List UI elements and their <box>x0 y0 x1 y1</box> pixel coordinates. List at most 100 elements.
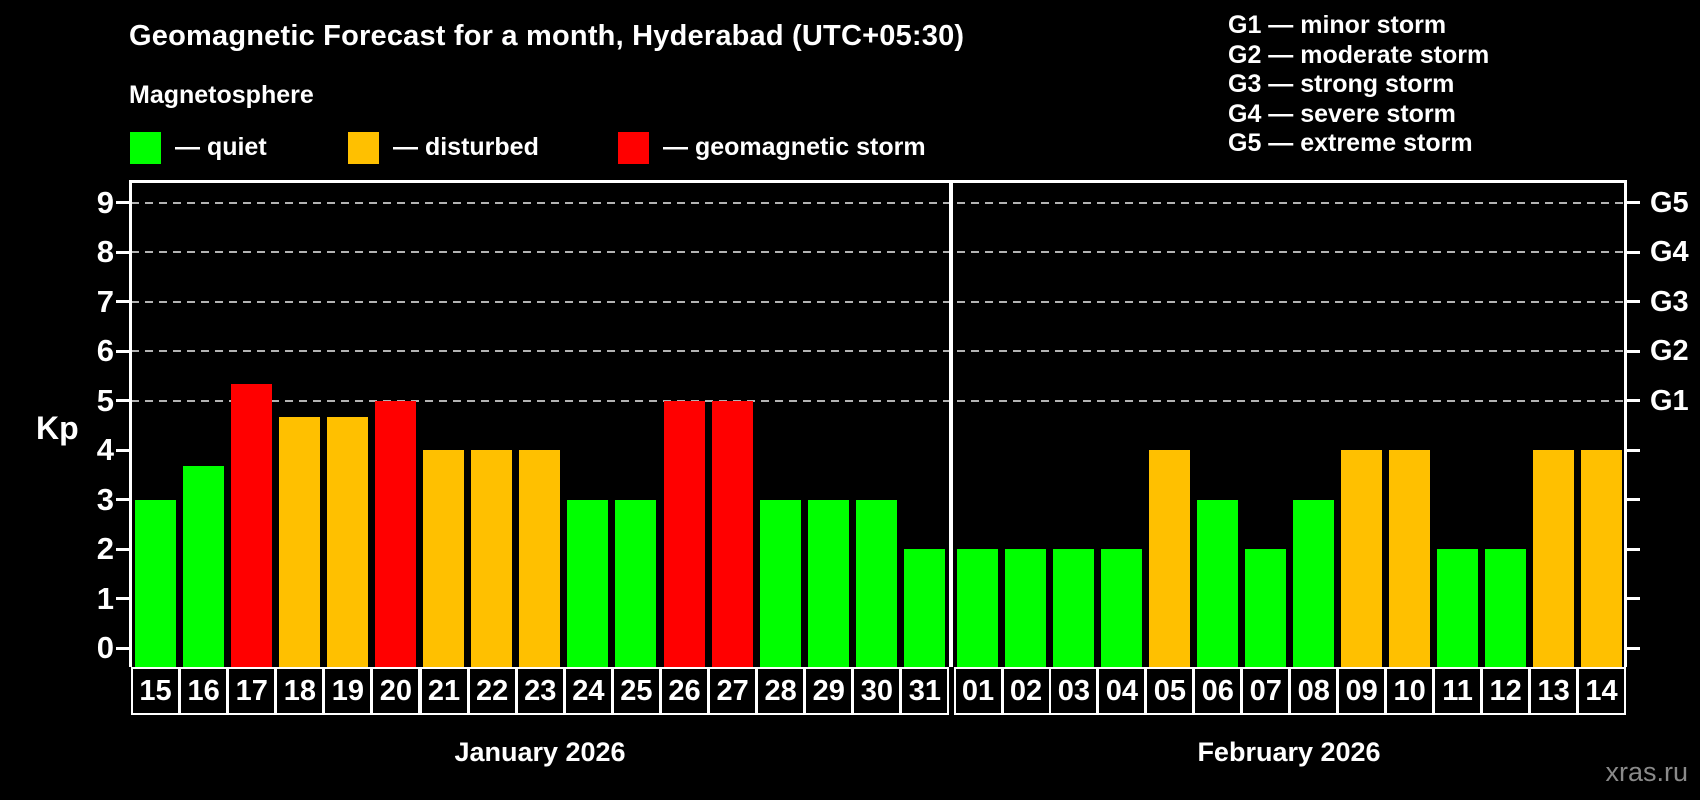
y-tick-left <box>116 448 130 452</box>
y-tick-right <box>1626 201 1640 204</box>
day-label-box: 28 <box>756 667 806 715</box>
day-label-box: 01 <box>953 667 1003 715</box>
day-label-box: 20 <box>371 667 421 715</box>
y-axis-title: Kp <box>36 410 79 446</box>
y-tick-label: 3 <box>96 481 114 517</box>
month-divider <box>949 180 953 667</box>
day-label-box: 08 <box>1289 667 1339 715</box>
kp-bar-january-30 <box>855 499 897 667</box>
gridline-kp7 <box>131 300 1625 303</box>
day-label-box: 22 <box>467 667 517 715</box>
kp-bar-january-21 <box>423 450 465 667</box>
plot-frame-top <box>129 180 1627 183</box>
kp-bar-january-20 <box>374 400 416 667</box>
kp-bar-february-09 <box>1340 450 1382 667</box>
kp-bar-january-27 <box>711 400 753 667</box>
kp-bar-february-02 <box>1005 549 1046 667</box>
y-tick-left <box>116 349 130 353</box>
y-axis-line-left <box>129 180 132 667</box>
day-label-box: 06 <box>1193 667 1243 715</box>
legend-item-quiet: — quiet <box>130 131 267 164</box>
storm-scale-line: G3 — strong storm <box>1228 70 1455 99</box>
kp-bar-january-29 <box>807 499 849 667</box>
kp-bar-february-07 <box>1244 549 1286 667</box>
kp-bar-february-13 <box>1532 450 1574 667</box>
g-scale-tick-label: G1 <box>1650 384 1689 417</box>
gridline-kp8 <box>131 251 1625 253</box>
kp-bar-january-31 <box>903 549 945 667</box>
y-tick-left <box>116 250 130 254</box>
storm-scale-line: G5 — extreme storm <box>1228 129 1473 158</box>
kp-bar-january-23 <box>519 450 561 667</box>
kp-bar-january-28 <box>759 499 801 667</box>
y-tick-right <box>1626 399 1640 402</box>
y-tick-right <box>1626 300 1640 303</box>
y-tick-right <box>1626 547 1640 551</box>
kp-bar-january-15 <box>134 499 176 667</box>
quiet-swatch-icon <box>130 131 161 164</box>
y-axis-line-right <box>1624 180 1627 667</box>
kp-bar-february-11 <box>1436 549 1478 667</box>
y-tick-label: 0 <box>96 630 114 665</box>
disturbed-swatch-icon <box>348 131 379 164</box>
y-tick-right <box>1626 646 1640 650</box>
kp-bar-february-10 <box>1388 450 1430 667</box>
day-label-box: 27 <box>708 667 758 715</box>
day-label-box: 21 <box>419 667 469 715</box>
day-label-box: 19 <box>323 667 373 715</box>
y-tick-label: 8 <box>96 234 114 269</box>
day-label-box: 13 <box>1529 667 1579 715</box>
gridline-kp5 <box>131 399 1625 402</box>
y-tick-label: 1 <box>96 580 114 616</box>
y-tick-label: 4 <box>96 432 114 467</box>
legend-item-label: — geomagnetic storm <box>663 133 926 161</box>
legend-item-storm: — geomagnetic storm <box>618 131 926 164</box>
kp-bar-february-12 <box>1484 549 1526 667</box>
y-tick-left <box>116 300 130 303</box>
day-label-box: 16 <box>179 667 229 715</box>
day-label-box: 09 <box>1337 667 1387 715</box>
y-tick-right <box>1626 498 1640 501</box>
y-tick-right <box>1626 349 1640 353</box>
y-tick-left <box>116 201 130 204</box>
legend-item-label: — quiet <box>175 133 267 161</box>
y-tick-left <box>116 547 130 551</box>
g-scale-tick-label: G2 <box>1650 335 1689 367</box>
y-tick-label: 6 <box>96 333 114 368</box>
storm-scale-line: G4 — severe storm <box>1228 99 1456 128</box>
kp-bar-february-06 <box>1196 499 1238 667</box>
day-label-box: 25 <box>611 667 661 715</box>
gridline-kp9 <box>131 201 1625 204</box>
kp-bar-february-05 <box>1148 450 1190 667</box>
day-label-box: 02 <box>1001 667 1051 715</box>
g-scale-tick-label: G3 <box>1650 285 1689 318</box>
storm-scale-line: G2 — moderate storm <box>1228 40 1490 69</box>
day-label-box: 10 <box>1385 667 1435 715</box>
day-label-box: 05 <box>1145 667 1195 715</box>
day-label-box: 17 <box>227 667 277 715</box>
y-tick-label: 5 <box>96 382 114 418</box>
y-tick-label: 2 <box>96 531 114 566</box>
day-label-box: 07 <box>1241 667 1291 715</box>
storm-scale-legend: G1 — minor storm G2 — moderate storm G3 — … <box>1228 11 1489 159</box>
legend-item-label: — disturbed <box>393 133 539 161</box>
magnetosphere-label: Magnetosphere <box>129 81 314 109</box>
kp-bar-february-08 <box>1292 499 1334 667</box>
day-label-box: 03 <box>1049 667 1099 715</box>
kp-bar-january-26 <box>663 400 705 667</box>
storm-scale-line: G1 — minor storm <box>1228 11 1447 39</box>
kp-bar-february-03 <box>1052 549 1094 667</box>
day-label-box: 30 <box>852 667 902 715</box>
month-label: February 2026 <box>1197 737 1381 767</box>
day-label-box: 11 <box>1433 667 1483 715</box>
kp-bar-january-24 <box>567 499 609 667</box>
y-tick-right <box>1626 448 1640 452</box>
day-label-box: 26 <box>660 667 710 715</box>
g-scale-tick-label: G5 <box>1650 186 1689 219</box>
y-tick-label: 9 <box>96 184 114 220</box>
day-label-box: 14 <box>1577 667 1626 715</box>
g-scale-tick-label: G4 <box>1650 236 1689 268</box>
day-label-box: 15 <box>131 667 181 715</box>
y-tick-right <box>1626 597 1640 600</box>
